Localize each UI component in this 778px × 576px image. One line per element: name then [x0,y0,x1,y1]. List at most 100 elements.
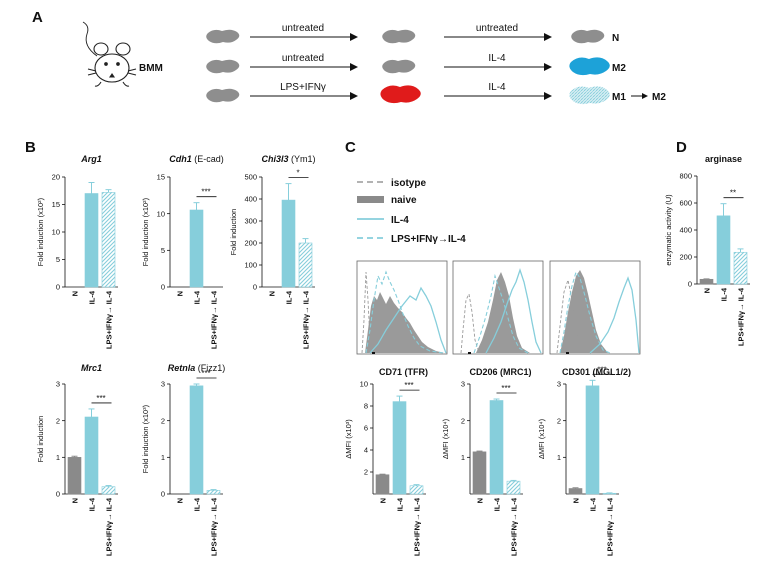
chart-arginase-ytick-label: 0 [688,280,692,289]
chart-retnla: Retnla (Fizz1) 0 1 2 3 Fold induction (x10³) N… [141,363,225,556]
chart-cd301-category-0: N [572,498,581,503]
histogram-cd206-il4 [485,267,542,354]
chart-arg1-category-2: LPS+IFNγ→ IL-4 [105,290,114,349]
chart-cd71-title: CD71 (TFR) [379,367,428,377]
chart-cd301-ytick-label: 1 [557,453,561,462]
chart-cd71-category-2: LPS+IFNγ→ IL-4 [413,497,422,556]
chart-chi3l3-category-2: LPS+IFNγ→ IL-4 [302,290,311,349]
chart-arginase-sig-label: ** [730,189,736,198]
chart-arg1-bar-2 [101,192,116,288]
histogram-cd301-isotype [556,278,582,354]
chart-arginase-bar-2 [733,251,748,285]
chart-arg1-ytick-label: 15 [52,200,60,209]
panel-letter-a: A [32,9,43,26]
legend-naive-swatch [357,196,384,203]
chart-cd71-category-0: N [379,498,388,503]
histogram-cd301-axis-tick [566,352,569,354]
histogram-cd206-isotype [460,292,480,354]
histogram-cd206 [452,260,544,355]
chart-chi3l3-bar-2 [298,242,313,288]
chart-cdh1-title-gene: Cdh1 [169,154,192,164]
legend-naive-label: naive [391,195,417,206]
cell-row2-start [206,59,240,74]
arrowhead-row2-step2 [544,63,552,71]
chart-cdh1: Cdh1 (E-cad) 0 5 10 15 Fold induction (x10²) N… [141,154,224,349]
histogram-cd301-naive [560,270,608,353]
arrowhead-row3-step2 [544,92,552,100]
row2-step1-label: untreated [282,53,324,64]
chart-cdh1-category-1: IL-4 [193,290,202,304]
chart-chi3l3-title: Chi3l3 (Ym1) [261,154,315,164]
chart-cd71-ytick-label: 6 [364,424,368,433]
row3-step1-label: LPS+IFNγ [280,82,326,93]
chart-cd206-bar-2 [506,480,521,495]
chart-arg1-ytick-label: 0 [56,283,60,292]
arrowhead-row2-step1 [350,63,358,71]
chart-cdh1-title-suffix: (E-cad) [192,154,224,164]
histogram-cd71-isotype [361,271,375,354]
chart-retnla-bar-1 [189,385,204,495]
chart-cd206-category-2: LPS+IFNγ→ IL-4 [510,497,519,556]
chart-cdh1-ytick-label: 15 [157,173,165,182]
chart-cd71-bar-1 [392,401,407,495]
chart-arginase-category-0: N [703,288,712,293]
chart-cd206-ylabel: ΔMFI (x10⁴) [441,418,450,459]
chart-cd206-ytick-label: 2 [461,416,465,425]
row3-step2-label: IL-4 [488,82,506,93]
chart-chi3l3-sig-label: * [296,169,299,178]
row2-result: M2 [612,63,626,74]
arrowhead-row1-step2 [544,33,552,41]
histogram-cd71-naive [365,292,444,353]
cell-row3-start [206,88,240,103]
chart-cd71-ytick-label: 4 [364,446,368,455]
legend-lps-label: LPS+IFNγ→IL-4 [391,234,466,245]
chart-cdh1-ylabel: Fold induction (x10²) [141,197,150,266]
chart-cd71-bar-2 [409,485,424,495]
chart-arginase-ytick-label: 800 [679,172,692,181]
chart-arg1-category-0: N [71,291,80,296]
histogram-cd71 [356,260,448,355]
chart-cd71-title-gene: CD71 (TFR) [379,367,428,377]
chart-cdh1-ytick-label: 0 [161,283,165,292]
chart-retnla-category-0: N [176,498,185,503]
chart-arg1-bar-1 [84,193,99,288]
chart-cd71-category-1: IL-4 [396,497,405,511]
chart-arg1-ytick-label: 20 [52,173,60,182]
chart-cdh1-bar-1 [189,209,204,288]
chart-arg1-category-1: IL-4 [88,290,97,304]
chart-cd206-ytick-label: 3 [461,380,465,389]
chart-arginase-ytick-label: 200 [679,253,692,262]
chart-cd71-ylabel: ΔMFI (x10³) [344,419,353,459]
histogram-cd206-naive [476,272,530,353]
cell-row1-mid [382,29,416,44]
chart-retnla-title-gene: Retnla [168,363,196,373]
chart-cd71: CD71 (TFR) 2 4 6 8 10 ΔMFI (x10³) N IL-4 LPS+IFNγ… [344,367,428,556]
panel-letter-b: B [25,139,36,156]
chart-chi3l3-category-1: IL-4 [285,290,294,304]
histogram-cd301-il4 [589,276,640,354]
chart-cd71-sig-label: *** [404,381,413,390]
chart-cd301-title: CD301 (MGL1/2) [562,367,631,377]
chart-arg1-title: Arg1 [80,154,102,164]
chart-cd301-bar-1 [585,385,600,495]
chart-cdh1-title: Cdh1 (E-cad) [169,154,224,164]
chart-arginase-category-1: IL-4 [720,287,729,301]
chart-retnla-category-2: LPS+IFNγ→ IL-4 [210,497,219,556]
row1-step2-label: untreated [476,23,518,34]
chart-cd206-title-gene: CD206 (MRC1) [469,367,531,377]
chart-cd206: CD206 (MRC1) 1 2 3 ΔMFI (x10⁴) N IL-4 LPS+IFNγ→… [441,367,532,556]
chart-cd301-ytick-label: 2 [557,416,561,425]
chart-cdh1-category-2: LPS+IFNγ→ IL-4 [210,290,219,349]
cell-row2-end-m2 [569,57,610,76]
chart-mrc1-ytick-label: 2 [56,416,60,425]
cell-row3-end-m1m2 [569,86,610,105]
chart-cd301-category-2: LPS+IFNγ→ IL-4 [606,497,615,556]
row2-step2-label: IL-4 [488,53,506,64]
cell-row1-end [571,29,605,44]
chart-chi3l3-category-0: N [268,291,277,296]
chart-retnla-ytick-label: 1 [161,453,165,462]
histogram-cd301 [549,260,641,355]
chart-mrc1-title-gene: Mrc1 [81,363,102,373]
scheme-panel: BMM untreated untreated N untreated IL-4… [82,21,666,105]
